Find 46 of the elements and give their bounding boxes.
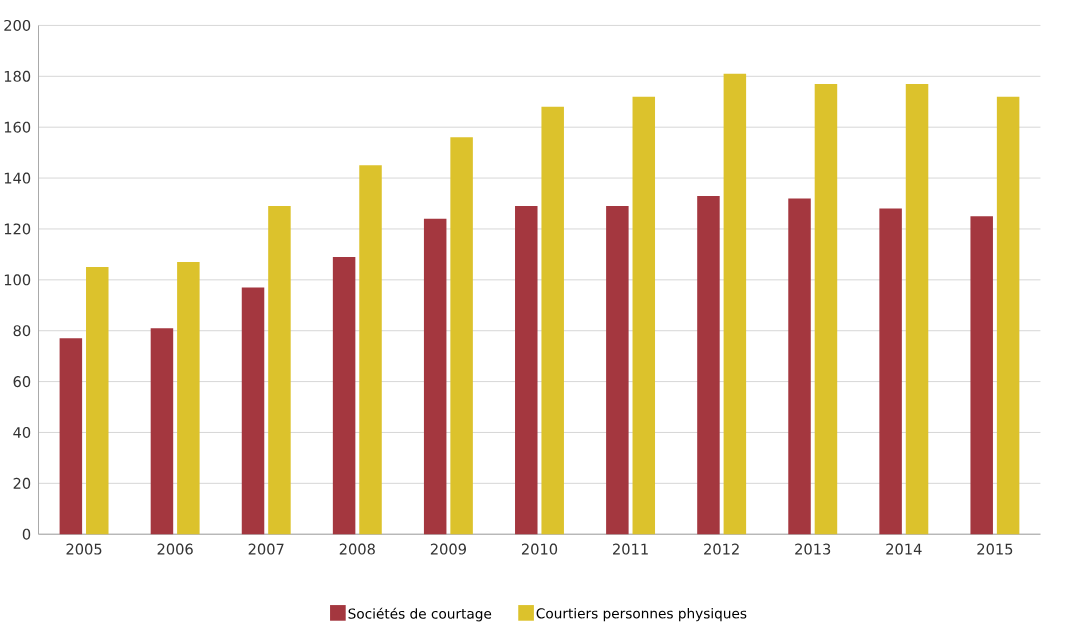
x-tick-label: 2015 [977,543,1013,555]
y-tick-label: 20 [13,477,31,489]
bar [970,216,993,535]
bar [723,73,747,535]
bar [150,328,174,535]
y-tick-label: 40 [13,426,31,438]
bar [177,261,200,535]
bar [905,83,929,535]
bar [606,206,629,535]
bar [450,137,473,535]
bar [515,206,538,535]
bar [879,208,902,535]
bar [814,83,838,535]
bar [632,96,656,535]
bar [996,96,1020,535]
legend-label: Sociétés de courtage [348,607,492,622]
bar [268,206,291,535]
bar [59,338,83,535]
x-tick-label: 2007 [248,543,284,555]
y-tick-label: 60 [13,376,31,388]
y-tick-label: 160 [4,121,31,133]
bar [788,198,811,535]
y-tick-label: 180 [4,70,31,82]
y-tick-label: 0 [22,528,31,540]
bar [697,195,720,535]
x-tick-label: 2006 [157,543,193,555]
x-tick-label: 2008 [339,543,375,555]
x-tick-label: 2005 [66,543,102,555]
x-tick-label: 2010 [521,543,558,555]
x-tick-label: 2012 [704,543,739,555]
bar [86,267,109,535]
bar [541,106,564,535]
y-tick-label: 100 [4,274,31,286]
bar [241,287,265,535]
bar [423,218,447,535]
legend-label: Courtiers personnes physiques [536,607,747,622]
bar [332,256,356,535]
y-tick-label: 200 [4,19,31,31]
x-tick-label: 2013 [795,543,831,555]
y-tick-label: 80 [13,325,31,337]
bar [359,165,382,535]
x-tick-label: 2011 [613,543,648,555]
y-tick-label: 140 [4,172,31,184]
x-tick-label: 2009 [430,543,466,555]
y-tick-label: 120 [4,223,31,235]
x-tick-label: 2014 [886,543,922,555]
